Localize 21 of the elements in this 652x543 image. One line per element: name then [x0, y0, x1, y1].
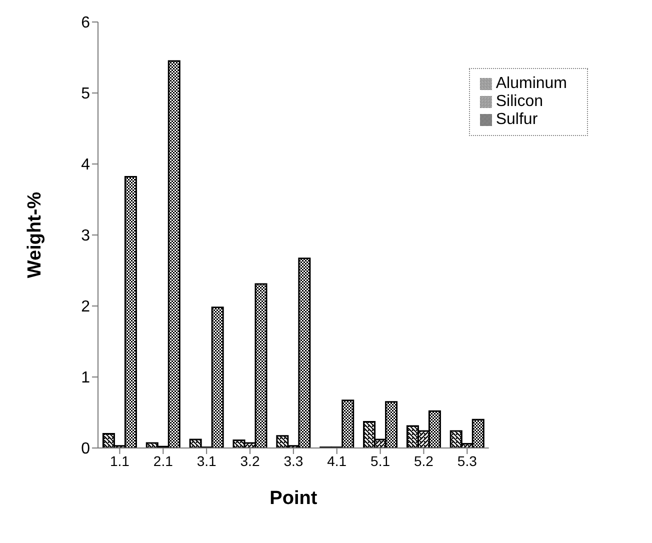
x-axis-title: Point — [270, 488, 318, 509]
y-tick-label: 2 — [81, 298, 90, 316]
y-tick-label: 6 — [81, 14, 90, 32]
y-axis-title: Weight-% — [24, 192, 46, 278]
x-tick-label: 3.2 — [240, 452, 260, 469]
y-tick-label: 5 — [81, 86, 90, 103]
x-tick-label: 5.2 — [414, 452, 434, 469]
x-tick-label: 4.1 — [327, 452, 347, 469]
x-tick-label: 3.3 — [284, 452, 304, 469]
x-tick-label: 2.1 — [153, 452, 174, 469]
x-tick-label: 3.1 — [196, 452, 217, 469]
y-tick-label: 4 — [81, 156, 90, 174]
x-tick-label: 1.1 — [110, 452, 130, 469]
legend-label: Aluminum — [496, 75, 567, 92]
y-tick-label: 3 — [81, 228, 90, 245]
x-tick-label: 5.3 — [457, 452, 478, 469]
y-tick-label: 0 — [81, 440, 90, 458]
legend-label: Silicon — [496, 93, 543, 110]
legend-label: Sulfur — [496, 111, 538, 128]
y-tick-label: 1 — [81, 370, 90, 387]
x-tick-label: 5.1 — [370, 452, 390, 469]
